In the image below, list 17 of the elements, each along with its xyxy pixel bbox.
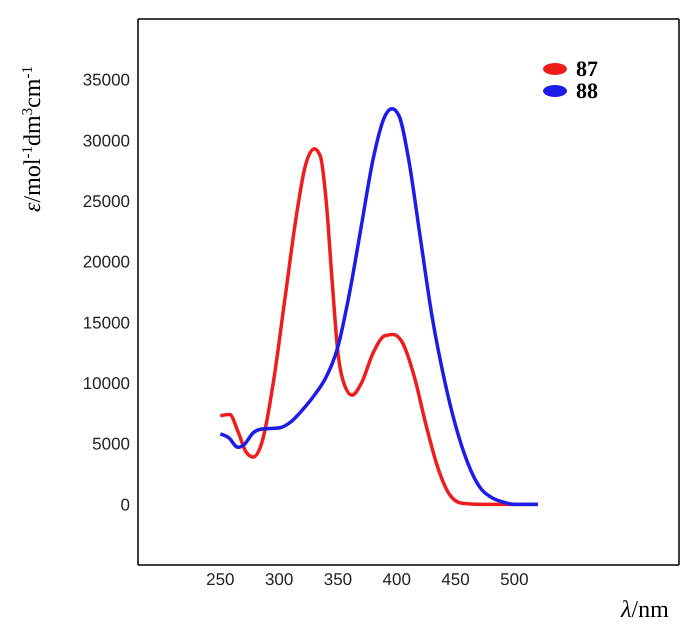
x-tick-label: 350 (324, 570, 352, 590)
x-axis-title: λ/nm (620, 597, 670, 623)
y-tick-label: 35000 (82, 70, 130, 90)
x-tick-label: 450 (441, 570, 470, 590)
y-tick-label: 15000 (82, 313, 130, 332)
x-tick-label: 500 (500, 570, 529, 590)
y-tick-label: 20000 (82, 252, 130, 272)
y-tick-label: 0 (120, 495, 130, 514)
legend-label: 87 (576, 56, 598, 81)
y-tick-label: 30000 (82, 131, 130, 150)
x-tick-label: 400 (382, 570, 411, 590)
x-tick-label: 250 (206, 570, 235, 590)
y-tick-label: 10000 (82, 374, 130, 394)
legend-label: 88 (576, 78, 598, 103)
y-tick-label: 5000 (92, 434, 130, 454)
x-tick-label: 300 (264, 570, 294, 590)
y-tick-label: 25000 (82, 192, 130, 212)
